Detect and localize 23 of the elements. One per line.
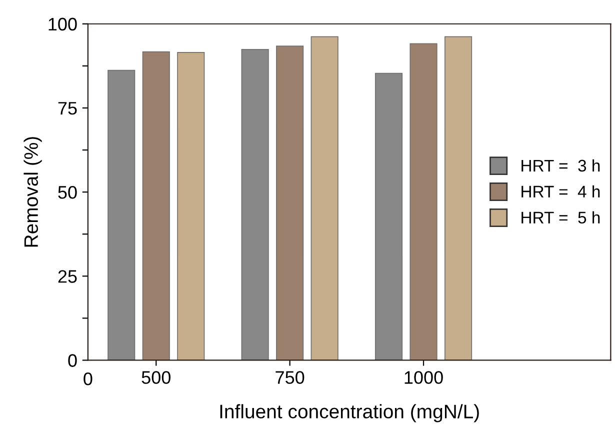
bar [142,51,170,360]
y-tick-label: 25 [58,270,77,283]
bar [444,36,472,360]
bar [241,49,269,360]
text: 0 [84,372,92,386]
bar [410,43,438,360]
x-tick-label: 1000 [404,371,443,384]
bar [374,72,403,360]
y-axis-title: Removal (%) [24,137,42,247]
y-tick-label: 0 [68,354,77,367]
legend-label: HRT = 5 h [522,211,600,224]
x-tick-label: 500 [142,371,170,384]
y-tick-label: 75 [58,102,77,115]
legend-label: HRT = 3 h [522,159,600,172]
bar [108,70,136,360]
bar [276,46,304,360]
y-tick-label: 50 [58,186,77,199]
legend-label: HRT = 4 h [522,185,600,198]
x-tick-label: 750 [276,371,304,384]
y-tick-label: 100 [48,18,77,31]
bar [177,52,205,360]
bar [310,36,338,360]
x-axis-title: Influent concentration (mgN/L) [220,404,479,422]
